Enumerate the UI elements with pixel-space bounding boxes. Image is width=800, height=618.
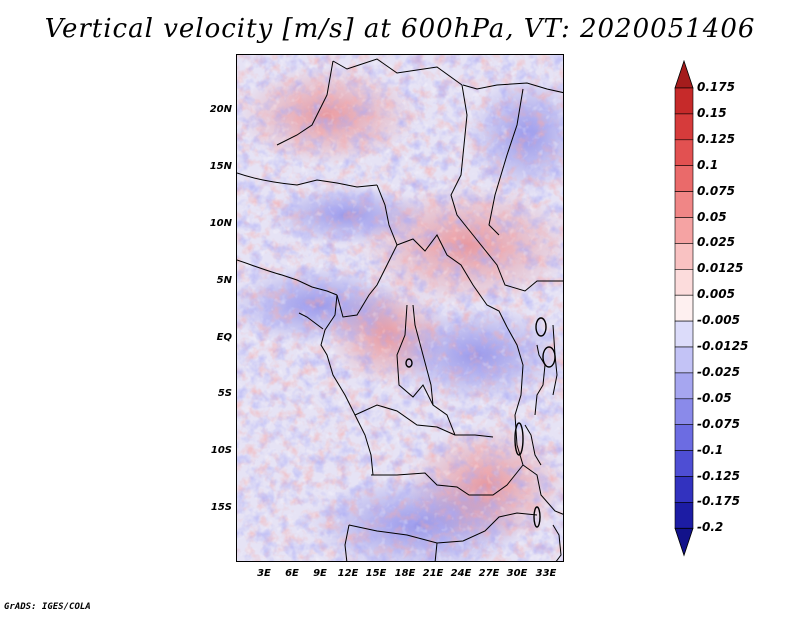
lake [405, 358, 413, 368]
colorbar [674, 60, 694, 557]
map-panel[interactable] [236, 54, 564, 562]
lon-label: 12E [337, 568, 359, 579]
colorbar-box [674, 424, 694, 451]
lake [535, 317, 547, 337]
colorbar-label: 0.0125 [697, 261, 744, 276]
colorbar-box [674, 320, 694, 348]
lon-label: 33E [535, 568, 557, 579]
lat-label: 15N [209, 161, 232, 172]
colorbar-label: 0.05 [697, 209, 727, 224]
colorbar-label: 0.1 [697, 157, 719, 172]
lon-label: 24E [450, 568, 472, 579]
colorbar-box [674, 243, 694, 270]
colorbar-box [674, 165, 694, 192]
colorbar-box [674, 269, 694, 296]
colorbar-box [674, 346, 694, 374]
colorbar-label: -0.075 [697, 416, 740, 431]
political-boundaries [237, 58, 563, 561]
colorbar-box [674, 502, 694, 529]
colorbar-label: -0.005 [697, 313, 740, 328]
colorbar-label: 0.15 [697, 105, 727, 120]
colorbar-label: 0.125 [697, 131, 735, 146]
colorbar-box [674, 113, 694, 141]
colorbar-box [674, 450, 694, 477]
colorbar-top-triangle [674, 60, 694, 89]
colorbar-label: -0.0125 [697, 339, 749, 353]
lon-label: 18E [394, 568, 416, 579]
colorbar-label: -0.05 [697, 390, 732, 405]
grads-credit: GrADS: IGES/COLA [4, 602, 91, 612]
colorbar-label: 0.075 [697, 183, 735, 198]
lat-label: 15S [210, 502, 232, 513]
vertical-velocity-field [237, 55, 563, 561]
colorbar-label: 0.175 [697, 80, 735, 94]
lon-label: 9E [313, 568, 327, 579]
lat-label: 5N [216, 275, 232, 286]
lake [542, 346, 556, 368]
colorbar-box [674, 294, 694, 322]
colorbar-label: 0.005 [697, 287, 735, 302]
lon-label: 30E [506, 568, 528, 579]
lon-label: 15E [365, 568, 387, 579]
colorbar-box [674, 139, 694, 167]
map-title: Vertical velocity [m/s] at 600hPa, VT: 2… [44, 14, 756, 44]
lat-label: 5S [217, 388, 232, 399]
colorbar-label: -0.2 [697, 520, 724, 535]
lon-label: 27E [478, 568, 500, 579]
lakes [405, 317, 556, 528]
colorbar-label: -0.1 [697, 442, 724, 457]
colorbar-label: -0.175 [697, 494, 740, 509]
lake [533, 506, 541, 528]
lon-label: 21E [422, 568, 444, 579]
lat-label: EQ [216, 332, 232, 343]
colorbar-box [674, 191, 694, 218]
colorbar-box [674, 372, 694, 400]
colorbar-box [674, 217, 694, 244]
lon-label: 6E [285, 568, 299, 579]
colorbar-label: -0.025 [697, 364, 740, 379]
colorbar-label: -0.125 [697, 468, 740, 483]
lat-label: 20N [209, 104, 232, 115]
lake [514, 422, 524, 456]
lon-label: 3E [257, 568, 271, 579]
colorbar-box [674, 476, 694, 503]
colorbar-label: 0.025 [697, 235, 735, 250]
colorbar-bottom-triangle [674, 527, 694, 557]
neutral-texture [237, 55, 563, 561]
colorbar-box [674, 87, 694, 115]
colorbar-box [674, 398, 694, 425]
lat-label: 10S [210, 445, 232, 456]
lat-label: 10N [209, 218, 232, 229]
